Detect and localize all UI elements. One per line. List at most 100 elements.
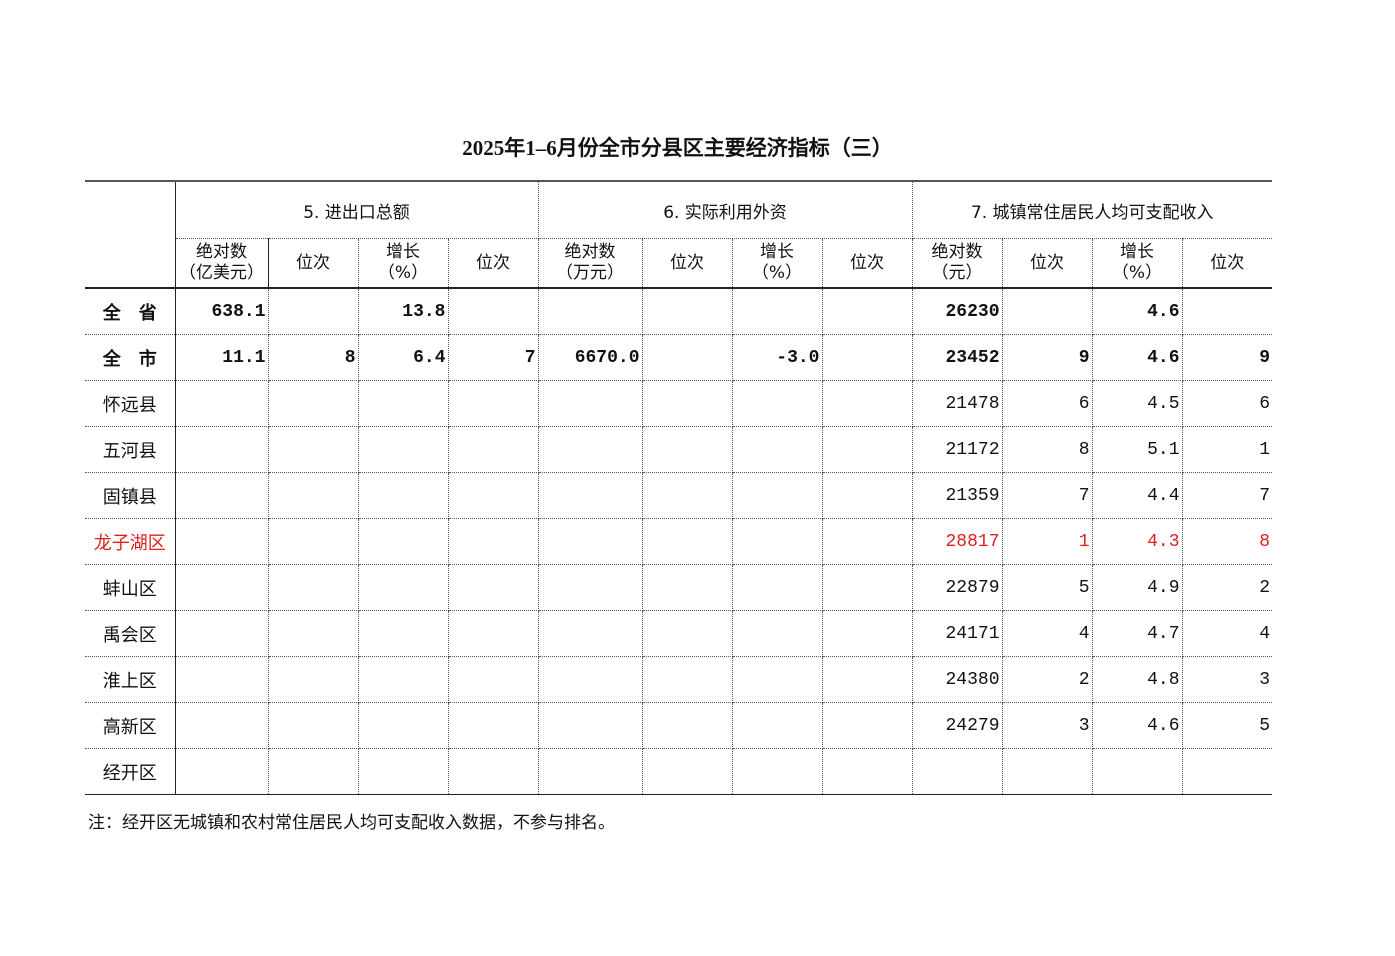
data-cell: 4.8 [1091, 656, 1183, 703]
data-cell [537, 518, 643, 565]
data-cell [821, 702, 913, 749]
header-label: 绝对数 [564, 242, 616, 262]
data-cell: 9 [1181, 334, 1272, 381]
data-cell: 6.4 [357, 334, 449, 381]
header-unit: （亿美元） [179, 263, 264, 283]
header-label: 位次 [296, 252, 330, 273]
data-cell [174, 518, 269, 565]
region-name: 全 市 [85, 334, 176, 381]
region-name: 龙子湖区 [85, 518, 176, 565]
region-name: 固镇县 [85, 472, 176, 519]
table-row: 高新区 24279 3 4.6 5 [85, 702, 1272, 749]
table-row: 龙子湖区 28817 1 4.3 8 [85, 518, 1272, 565]
data-cell: 638.1 [174, 287, 269, 335]
table-row: 怀远县 21478 6 4.5 6 [85, 380, 1272, 427]
header-unit: （%） [1111, 263, 1163, 283]
data-cell [447, 472, 539, 519]
data-cell [731, 472, 823, 519]
data-cell [447, 287, 539, 335]
data-cell [174, 426, 269, 473]
data-cell: 3 [1181, 656, 1272, 703]
data-cell: 8 [1181, 518, 1272, 565]
column-header: 绝对数 （亿美元） [175, 238, 269, 289]
footnote: 注：经开区无城镇和农村常住居民人均可支配收入数据，不参与排名。 [88, 813, 615, 833]
data-cell [447, 656, 539, 703]
data-cell [174, 748, 269, 795]
data-cell [1001, 287, 1093, 335]
data-cell: 4 [1181, 610, 1272, 657]
header-label: 位次 [1030, 252, 1064, 273]
data-cell: -3.0 [731, 334, 823, 381]
header-unit: （%） [377, 263, 429, 283]
data-cell [447, 610, 539, 657]
data-cell [821, 564, 913, 611]
data-cell: 2 [1181, 564, 1272, 611]
data-cell [267, 610, 359, 657]
column-header: 位次 [1001, 238, 1093, 289]
header-label: 绝对数 [196, 242, 247, 262]
column-header: 位次 [267, 238, 359, 289]
data-cell [537, 287, 643, 335]
data-cell [731, 610, 823, 657]
data-cell [1181, 748, 1272, 795]
column-header: 绝对数 （万元） [537, 238, 643, 289]
data-cell: 4.6 [1091, 702, 1183, 749]
data-cell [174, 702, 269, 749]
header-label: 位次 [670, 252, 704, 273]
data-cell [821, 472, 913, 519]
data-cell [357, 748, 449, 795]
data-cell: 26230 [911, 287, 1003, 335]
data-cell: 5 [1001, 564, 1093, 611]
data-cell [641, 656, 733, 703]
data-cell [1181, 287, 1272, 335]
data-cell: 21478 [911, 380, 1003, 427]
region-name: 五河县 [85, 426, 176, 473]
data-cell [267, 426, 359, 473]
data-cell [731, 702, 823, 749]
region-name: 怀远县 [85, 380, 176, 427]
data-cell [731, 656, 823, 703]
column-header: 位次 [641, 238, 733, 289]
data-cell [357, 610, 449, 657]
data-cell [357, 656, 449, 703]
data-cell: 6670.0 [537, 334, 643, 381]
sub-header-row: 绝对数 （亿美元） 位次 增长 （%） 位次 绝对数 （万元） 位次 增长 （%） 位次 绝对数 （元）位… [85, 238, 1272, 289]
region-name: 禹会区 [85, 610, 176, 657]
group-header-row: 5. 进出口总额 6. 实际利用外资 7. 城镇常住居民人均可支配收入 [85, 180, 1272, 289]
data-cell [731, 287, 823, 335]
data-cell: 7 [447, 334, 539, 381]
header-unit: （万元） [556, 263, 624, 283]
page-title: 2025年1–6月份全市分县区主要经济指标（三） [462, 136, 893, 160]
region-name: 经开区 [85, 748, 176, 795]
data-cell [731, 564, 823, 611]
column-header: 位次 [447, 238, 539, 289]
data-cell: 24380 [911, 656, 1003, 703]
data-cell [731, 380, 823, 427]
data-cell [537, 748, 643, 795]
table-row: 固镇县 21359 7 4.4 7 [85, 472, 1272, 519]
data-cell [731, 518, 823, 565]
data-cell [357, 380, 449, 427]
header-label: 增长 [760, 242, 794, 262]
data-cell [537, 472, 643, 519]
corner-cell [85, 180, 176, 289]
data-cell [267, 702, 359, 749]
column-header: 位次 [1181, 238, 1272, 289]
data-cell: 4.7 [1091, 610, 1183, 657]
data-cell: 8 [1001, 426, 1093, 473]
data-cell [1001, 748, 1093, 795]
data-cell: 2 [1001, 656, 1093, 703]
data-cell [174, 564, 269, 611]
data-cell [447, 518, 539, 565]
data-cell [641, 287, 733, 335]
data-cell [641, 564, 733, 611]
data-cell: 3 [1001, 702, 1093, 749]
data-cell: 22879 [911, 564, 1003, 611]
data-cell [821, 334, 913, 381]
column-header: 位次 [821, 238, 913, 289]
data-cell: 24279 [911, 702, 1003, 749]
data-cell [641, 426, 733, 473]
data-cell [641, 334, 733, 381]
data-cell [537, 702, 643, 749]
group-header: 5. 进出口总额 [174, 180, 539, 239]
